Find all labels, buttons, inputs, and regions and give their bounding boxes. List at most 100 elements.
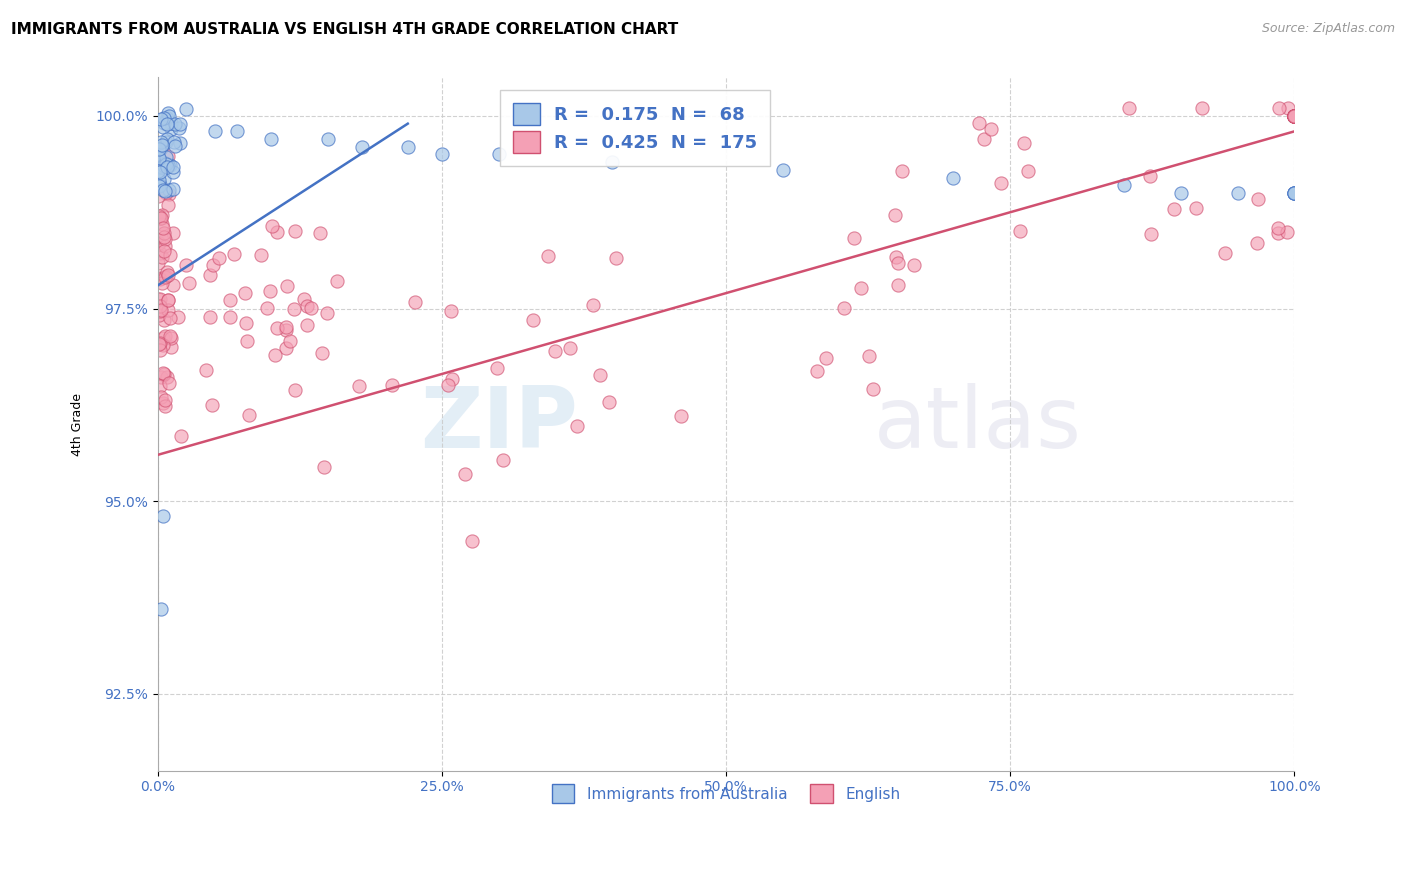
Point xyxy=(1246,236,1268,251)
Point xyxy=(167,310,190,324)
Point xyxy=(153,226,176,240)
Point xyxy=(1284,109,1306,123)
Point xyxy=(150,208,173,222)
Point xyxy=(153,184,176,198)
Point xyxy=(150,211,173,226)
Point xyxy=(149,303,172,318)
Point xyxy=(887,256,910,270)
Point xyxy=(153,400,176,414)
Point xyxy=(165,138,187,153)
Point xyxy=(404,294,426,309)
Point xyxy=(1284,109,1306,123)
Point xyxy=(149,343,172,358)
Point xyxy=(150,138,173,153)
Point xyxy=(1267,227,1289,241)
Text: atlas: atlas xyxy=(873,383,1081,466)
Point xyxy=(219,293,242,307)
Point xyxy=(942,170,965,185)
Point xyxy=(157,187,180,202)
Point xyxy=(567,418,589,433)
Point xyxy=(1284,109,1306,123)
Point xyxy=(150,302,173,317)
Point xyxy=(492,452,515,467)
Point xyxy=(153,238,176,252)
Point xyxy=(1112,178,1135,193)
Point xyxy=(537,249,560,263)
Point xyxy=(883,208,905,222)
Point xyxy=(316,132,339,146)
Point xyxy=(150,160,173,174)
Point xyxy=(155,268,177,283)
Point xyxy=(1284,109,1306,123)
Point xyxy=(156,111,179,125)
Point xyxy=(153,155,176,169)
Point xyxy=(150,250,173,264)
Point xyxy=(152,220,174,235)
Point xyxy=(1284,186,1306,200)
Point xyxy=(153,232,176,246)
Point xyxy=(266,320,288,334)
Point xyxy=(891,164,914,178)
Point xyxy=(284,224,307,238)
Text: IMMIGRANTS FROM AUSTRALIA VS ENGLISH 4TH GRADE CORRELATION CHART: IMMIGRANTS FROM AUSTRALIA VS ENGLISH 4TH… xyxy=(11,22,679,37)
Point xyxy=(283,302,305,317)
Point xyxy=(264,348,287,362)
Text: ZIP: ZIP xyxy=(420,383,578,466)
Point xyxy=(159,248,181,262)
Point xyxy=(236,334,259,348)
Point xyxy=(1017,163,1039,178)
Point xyxy=(598,394,620,409)
Point xyxy=(153,159,176,173)
Point xyxy=(156,293,179,307)
Point xyxy=(1284,109,1306,123)
Legend: Immigrants from Australia, English: Immigrants from Australia, English xyxy=(540,772,912,815)
Point xyxy=(973,132,995,146)
Point xyxy=(266,225,288,239)
Point xyxy=(396,140,419,154)
Point xyxy=(249,248,271,262)
Point xyxy=(440,303,463,318)
Point xyxy=(152,366,174,380)
Point xyxy=(148,272,170,286)
Point xyxy=(198,268,221,282)
Point xyxy=(149,153,172,167)
Point xyxy=(292,292,315,306)
Point xyxy=(153,172,176,186)
Point xyxy=(772,162,794,177)
Point xyxy=(1268,101,1291,115)
Point xyxy=(146,189,169,203)
Point xyxy=(146,292,169,306)
Point xyxy=(1185,201,1208,215)
Point xyxy=(522,313,544,327)
Point xyxy=(1213,245,1236,260)
Point xyxy=(149,135,172,149)
Point xyxy=(315,306,337,320)
Point xyxy=(153,392,176,407)
Point xyxy=(157,183,180,197)
Point xyxy=(1267,221,1289,235)
Point xyxy=(1284,109,1306,123)
Point xyxy=(148,235,170,250)
Point xyxy=(602,155,624,169)
Point xyxy=(238,408,260,422)
Point xyxy=(207,251,229,265)
Point xyxy=(276,279,298,293)
Point xyxy=(1191,101,1213,115)
Point xyxy=(218,310,240,324)
Point xyxy=(1284,109,1306,123)
Point xyxy=(160,122,183,136)
Point xyxy=(149,293,172,307)
Point xyxy=(1139,169,1161,183)
Point xyxy=(148,151,170,165)
Point xyxy=(162,164,184,178)
Point xyxy=(276,320,298,334)
Point xyxy=(967,116,990,130)
Point xyxy=(582,298,605,312)
Point xyxy=(149,379,172,393)
Point xyxy=(157,268,180,283)
Point xyxy=(153,112,176,126)
Point xyxy=(1284,109,1306,123)
Point xyxy=(149,178,172,192)
Point xyxy=(150,390,173,404)
Point xyxy=(155,186,177,200)
